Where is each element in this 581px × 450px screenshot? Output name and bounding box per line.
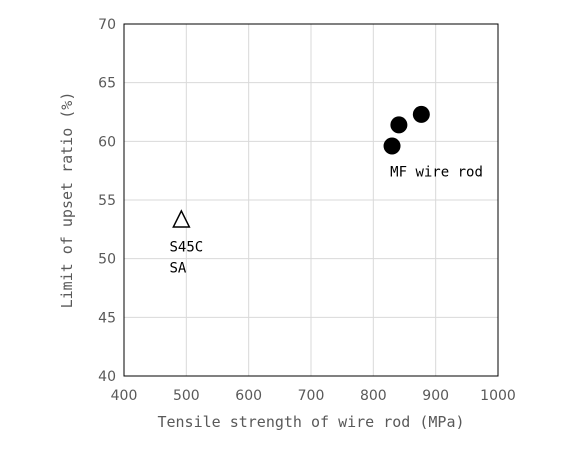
plot-area-frame <box>123 23 499 377</box>
data-point-circle <box>412 105 430 123</box>
y-tick-label: 40 <box>98 369 116 385</box>
y-tick-label: 65 <box>98 76 116 92</box>
x-tick-label: 400 <box>111 388 138 404</box>
x-tick-label: 600 <box>235 388 262 404</box>
data-point-circle <box>383 137 401 155</box>
x-tick-label: 700 <box>298 388 325 404</box>
x-axis-tick-labels: 400 500 600 700 800 900 1000 <box>111 388 516 404</box>
x-tick-label: 1000 <box>480 388 516 404</box>
annotation-label: MF wire rod <box>390 165 483 181</box>
x-axis-title: Tensile strength of wire rod (MPa) <box>157 413 464 431</box>
y-axis-title: Limit of upset ratio (%) <box>58 92 76 309</box>
data-point-circle <box>390 116 408 134</box>
y-axis-tick-labels: 40 45 50 55 60 65 70 <box>98 17 116 385</box>
y-tick-label: 50 <box>98 252 116 268</box>
annotations: MF wire rod S45C SA <box>170 165 483 277</box>
annotation-label: SA <box>170 261 187 277</box>
gridlines <box>123 23 499 377</box>
data-points <box>172 105 430 228</box>
annotation-label: S45C <box>170 240 204 256</box>
y-tick-label: 45 <box>98 310 116 326</box>
y-tick-label: 55 <box>98 193 116 209</box>
x-tick-label: 800 <box>360 388 387 404</box>
y-tick-label: 60 <box>98 134 116 150</box>
x-tick-label: 500 <box>173 388 200 404</box>
y-tick-label: 70 <box>98 17 116 33</box>
data-point-triangle <box>172 209 191 228</box>
x-tick-label: 900 <box>422 388 449 404</box>
